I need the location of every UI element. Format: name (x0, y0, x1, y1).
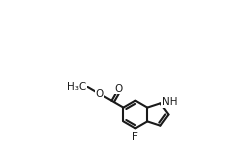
Text: O: O (114, 84, 122, 94)
Text: NH: NH (162, 97, 178, 107)
Text: O: O (96, 89, 104, 99)
Text: F: F (132, 132, 138, 142)
Text: H₃C: H₃C (67, 82, 86, 92)
